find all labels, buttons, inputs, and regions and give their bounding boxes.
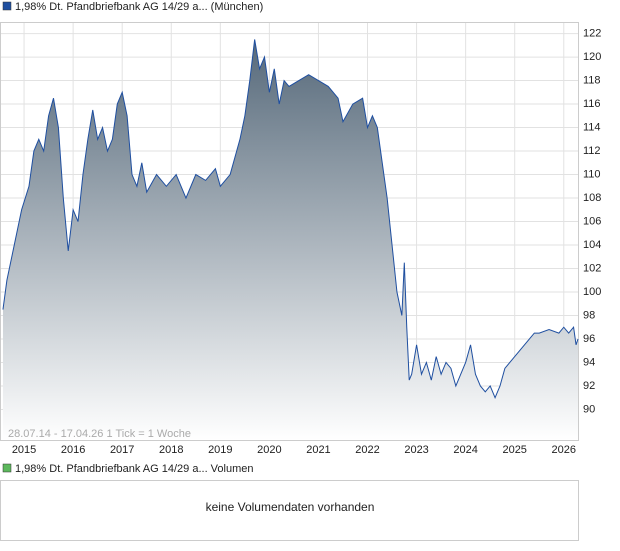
- y-tick-label: 100: [583, 286, 601, 298]
- x-tick-label: 2018: [159, 444, 183, 456]
- y-tick-label: 106: [583, 215, 601, 227]
- x-tick-label: 2025: [502, 444, 526, 456]
- y-tick-label: 108: [583, 192, 601, 204]
- y-tick-label: 120: [583, 51, 601, 63]
- y-tick-label: 114: [583, 121, 601, 133]
- area: [2, 39, 578, 440]
- x-tick-label: 2017: [110, 444, 134, 456]
- y-tick-label: 102: [583, 262, 601, 274]
- x-tick-label: 2023: [404, 444, 428, 456]
- x-tick-label: 2020: [257, 444, 281, 456]
- x-tick-label: 2015: [12, 444, 36, 456]
- x-tick-label: 2019: [208, 444, 232, 456]
- y-tick-label: 98: [583, 309, 595, 321]
- x-tick-label: 2016: [61, 444, 85, 456]
- legend-swatch: [2, 463, 12, 473]
- y-tick-label: 116: [583, 98, 601, 110]
- y-tick-label: 104: [583, 239, 601, 251]
- y-tick-label: 92: [583, 380, 595, 392]
- x-tick-label: 2026: [552, 444, 576, 456]
- y-tick-label: 112: [583, 145, 601, 157]
- price-line: [2, 39, 579, 400]
- range-note: 28.07.14 - 17.04.26 1 Tick = 1 Woche: [8, 428, 191, 440]
- legend-label: 1,98% Dt. Pfandbriefbank AG 14/29 a... V…: [15, 463, 254, 475]
- y-tick-label: 110: [583, 168, 601, 180]
- volume-frame: [0, 480, 579, 541]
- y-tick-label: 90: [583, 403, 595, 415]
- x-tick-label: 2022: [355, 444, 379, 456]
- empty-message: keine Volumendaten vorhanden: [206, 500, 375, 514]
- y-tick-label: 96: [583, 333, 595, 345]
- x-tick-label: 2024: [453, 444, 477, 456]
- x-tick-label: 2021: [306, 444, 330, 456]
- y-tick-label: 122: [583, 27, 601, 39]
- y-tick-label: 94: [583, 356, 595, 368]
- y-tick-label: 118: [583, 74, 601, 86]
- legend-swatch: [2, 1, 12, 11]
- legend-label: 1,98% Dt. Pfandbriefbank AG 14/29 a... (…: [15, 1, 263, 13]
